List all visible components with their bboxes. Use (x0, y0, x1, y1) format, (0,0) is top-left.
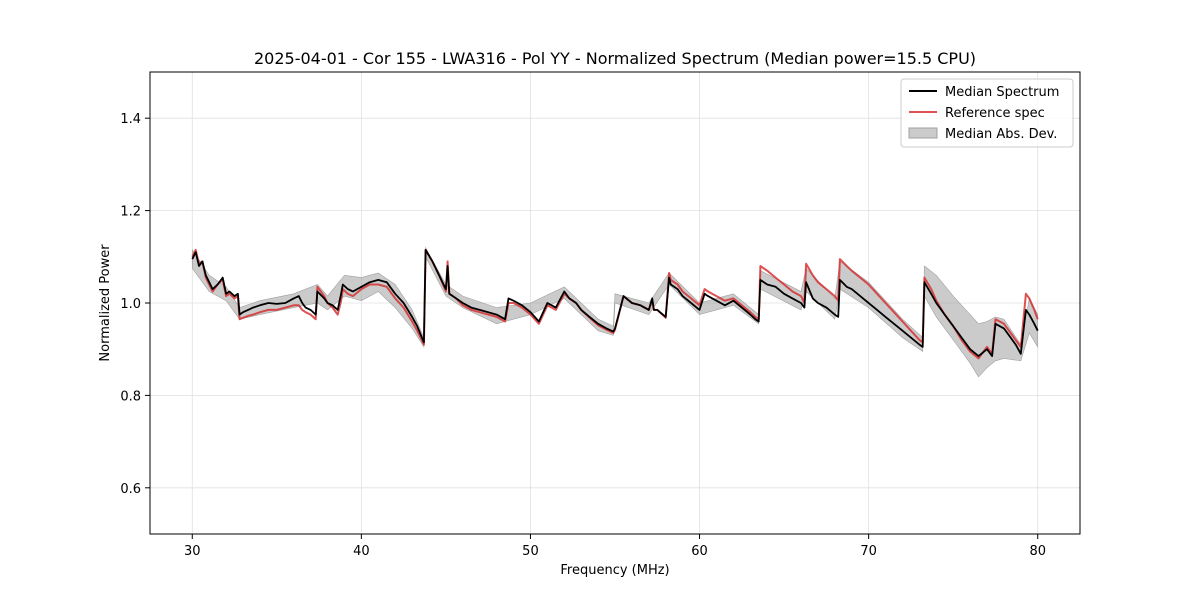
x-tick-label: 30 (184, 544, 201, 559)
x-tick-label: 80 (1029, 544, 1046, 559)
axis-ticks: 30 40 50 60 70 80 0.6 0.8 1.0 1.2 1.4 (120, 112, 1046, 559)
x-tick-label: 50 (522, 544, 539, 559)
chart-title: 2025-04-01 - Cor 155 - LWA316 - Pol YY -… (254, 49, 976, 68)
x-axis-label: Frequency (MHz) (560, 563, 669, 578)
legend: Median Spectrum Reference spec Median Ab… (900, 78, 1074, 148)
y-tick-label: 0.8 (120, 389, 141, 404)
legend-swatch-mad (908, 127, 938, 139)
y-tick-label: 1.0 (120, 297, 141, 312)
legend-box (900, 78, 1074, 148)
x-tick-label: 60 (691, 544, 708, 559)
x-tick-label: 70 (860, 544, 877, 559)
series-layer (191, 248, 1039, 360)
y-tick-label: 1.4 (120, 112, 141, 127)
reference-spectrum-line (191, 248, 1039, 360)
y-axis-label: Normalized Power (98, 244, 113, 362)
median-spectrum-line (191, 249, 1039, 357)
y-tick-label: 1.2 (120, 205, 141, 220)
y-tick-label: 0.6 (120, 482, 141, 497)
legend-label-median: Median Spectrum (945, 85, 1059, 100)
legend-label-reference: Reference spec (945, 106, 1045, 121)
legend-label-mad: Median Abs. Dev. (945, 127, 1057, 142)
x-tick-label: 40 (353, 544, 370, 559)
mad-band (192, 246, 1038, 378)
mad-band-layer (192, 246, 1038, 378)
